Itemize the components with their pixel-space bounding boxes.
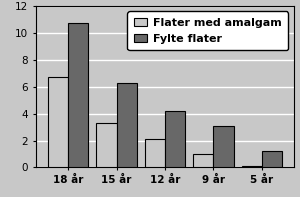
Bar [242, 166, 262, 167]
Bar [193, 154, 214, 167]
Bar [214, 126, 234, 167]
Legend: Flater med amalgam, Fylte flater: Flater med amalgam, Fylte flater [128, 11, 288, 50]
Bar [145, 139, 165, 167]
Bar [165, 111, 185, 167]
Bar [262, 151, 282, 167]
Bar [116, 83, 137, 167]
Bar [68, 23, 88, 167]
Bar [48, 77, 68, 167]
Bar [96, 123, 116, 167]
